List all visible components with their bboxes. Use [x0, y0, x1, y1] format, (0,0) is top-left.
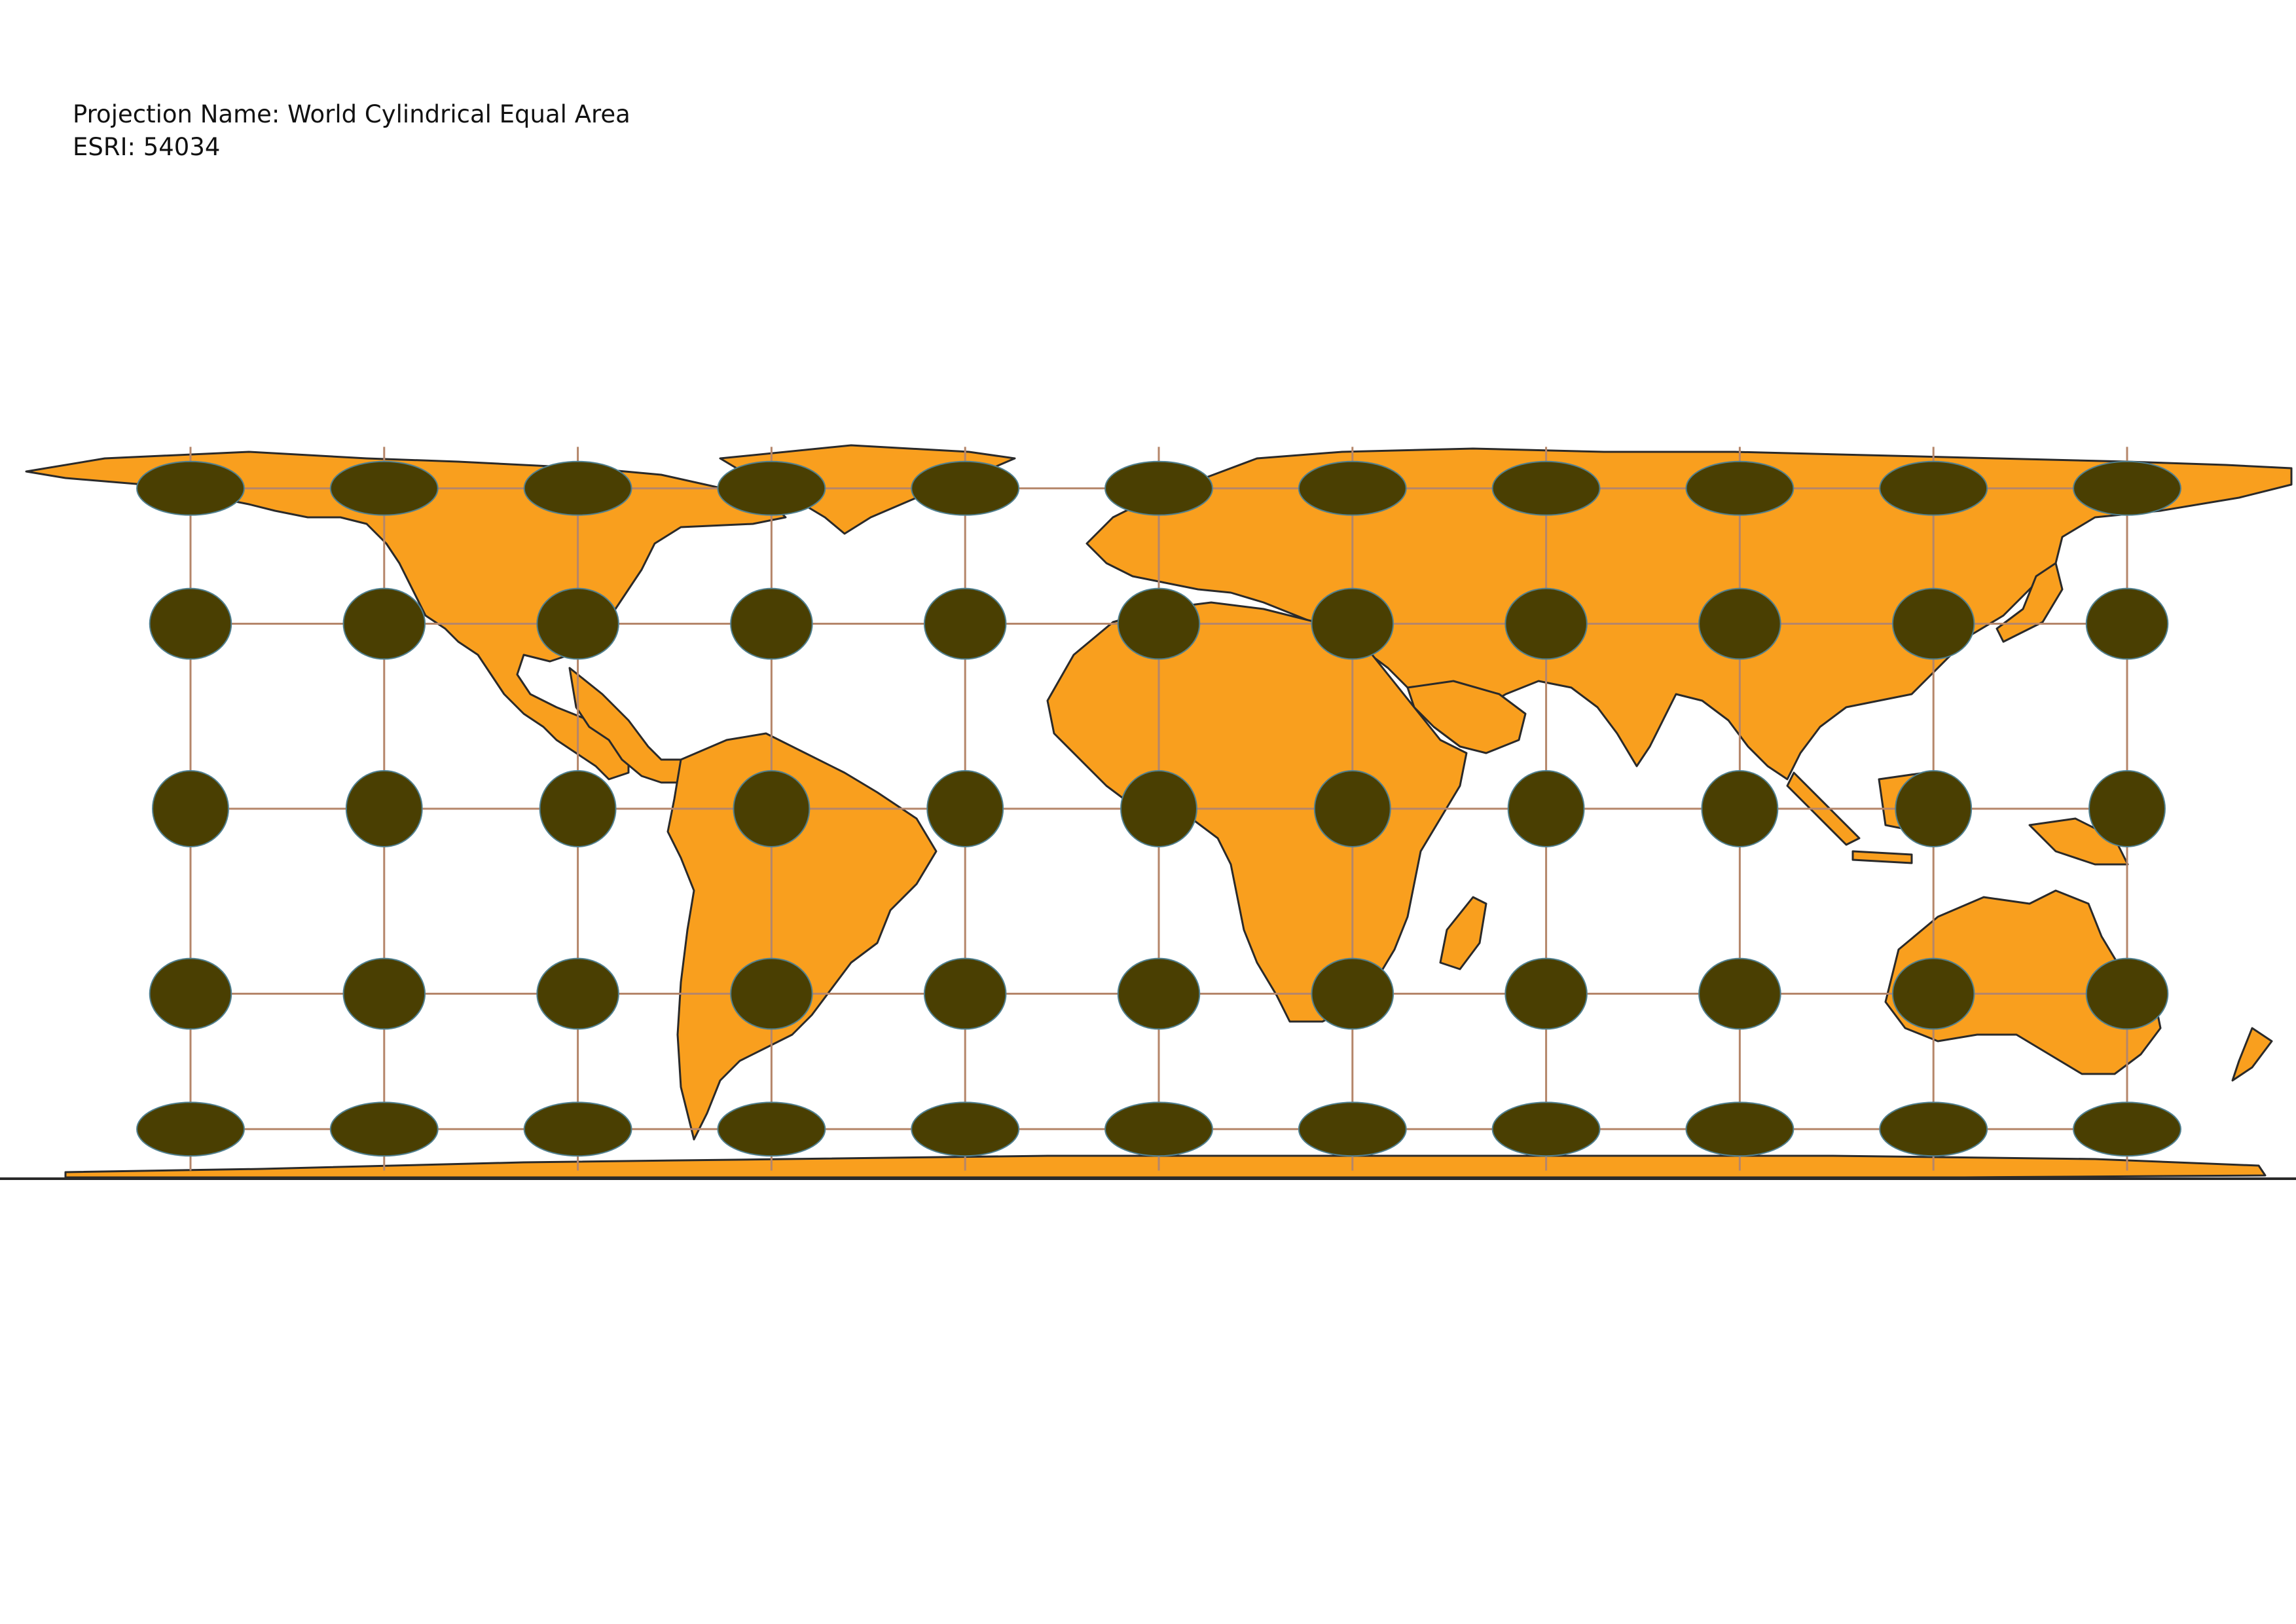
tissot-indicatrix [730, 587, 813, 660]
tissot-indicatrix [149, 587, 232, 660]
tissot-indicatrix [1891, 957, 1975, 1030]
tissot-indicatrix [1117, 587, 1201, 660]
tissot-indicatrix [1491, 1101, 1601, 1157]
tissot-indicatrix [1311, 957, 1394, 1030]
tissot-indicatrix [539, 770, 617, 847]
landmass-japan [1995, 562, 2064, 643]
tissot-indicatrix [342, 957, 426, 1030]
tissot-indicatrix [136, 1101, 245, 1157]
tissot-indicatrix [923, 587, 1007, 660]
landmass-madagascar [1439, 896, 1487, 970]
tissot-indicatrix [345, 770, 423, 847]
landmass-arabia [1406, 680, 1527, 754]
tissot-indicatrix [717, 1101, 826, 1157]
landmass-australia [1884, 889, 2162, 1075]
tissot-indicatrix [1701, 770, 1779, 847]
landmass-south-america [666, 732, 938, 1141]
tissot-indicatrices [136, 460, 2181, 1157]
tissot-indicatrix [1311, 587, 1394, 660]
map-caption: Projection Name: World Cylindrical Equal… [73, 98, 630, 164]
projection-name-label: Projection Name: World Cylindrical Equal… [73, 100, 630, 128]
tissot-indicatrix [1491, 460, 1601, 516]
tissot-indicatrix [1298, 1101, 1407, 1157]
tissot-indicatrix [2073, 1101, 2181, 1157]
tissot-indicatrix [2088, 770, 2166, 847]
tissot-indicatrix [523, 460, 632, 516]
tissot-indicatrix [1504, 587, 1588, 660]
landmass-new-zealand [2231, 1027, 2273, 1082]
tissot-indicatrix [911, 460, 1020, 516]
tissot-indicatrix [911, 1101, 1020, 1157]
tissot-indicatrix [1313, 770, 1391, 847]
tissot-indicatrix [1879, 460, 1988, 516]
landmass-antarctica [64, 1154, 2267, 1179]
tissot-indicatrix [1891, 587, 1975, 660]
tissot-indicatrix [1504, 957, 1588, 1030]
tissot-indicatrix [149, 957, 232, 1030]
tissot-indicatrix [1698, 957, 1781, 1030]
landmass-central-america [568, 667, 695, 784]
tissot-indicatrix [1298, 460, 1407, 516]
tissot-indicatrix [2085, 587, 2169, 660]
tissot-indicatrix [1879, 1101, 1988, 1157]
tissot-indicatrix [1698, 587, 1781, 660]
landmass-java [1851, 850, 1913, 864]
tissot-indicatrix [1685, 460, 1795, 516]
esri-code-label: ESRI: 54034 [73, 133, 221, 161]
tissot-indicatrix [2085, 957, 2169, 1030]
tissot-indicatrix [923, 957, 1007, 1030]
tissot-indicatrix [1507, 770, 1585, 847]
tissot-indicatrix [1104, 1101, 1213, 1157]
tissot-indicatrix [329, 1101, 439, 1157]
landmasses [25, 444, 2293, 1179]
landmass-eurasia [1085, 447, 2293, 781]
tissot-indicatrix [342, 587, 426, 660]
tissot-indicatrix [136, 460, 245, 516]
tissot-indicatrix [1117, 957, 1201, 1030]
tissot-indicatrix [1104, 460, 1213, 516]
tissot-indicatrix [717, 460, 826, 516]
tissot-indicatrix [1685, 1101, 1795, 1157]
tissot-indicatrix [1120, 770, 1197, 847]
tissot-indicatrix [329, 460, 439, 516]
tissot-indicatrix [152, 770, 229, 847]
tissot-indicatrix [926, 770, 1004, 847]
tissot-indicatrix [730, 957, 813, 1030]
tissot-indicatrix [733, 770, 811, 847]
tissot-indicatrix [536, 587, 619, 660]
tissot-indicatrix [523, 1101, 632, 1157]
tissot-indicatrix [536, 957, 619, 1030]
tissot-indicatrix [1895, 770, 1973, 847]
tissot-indicatrix [2073, 460, 2181, 516]
